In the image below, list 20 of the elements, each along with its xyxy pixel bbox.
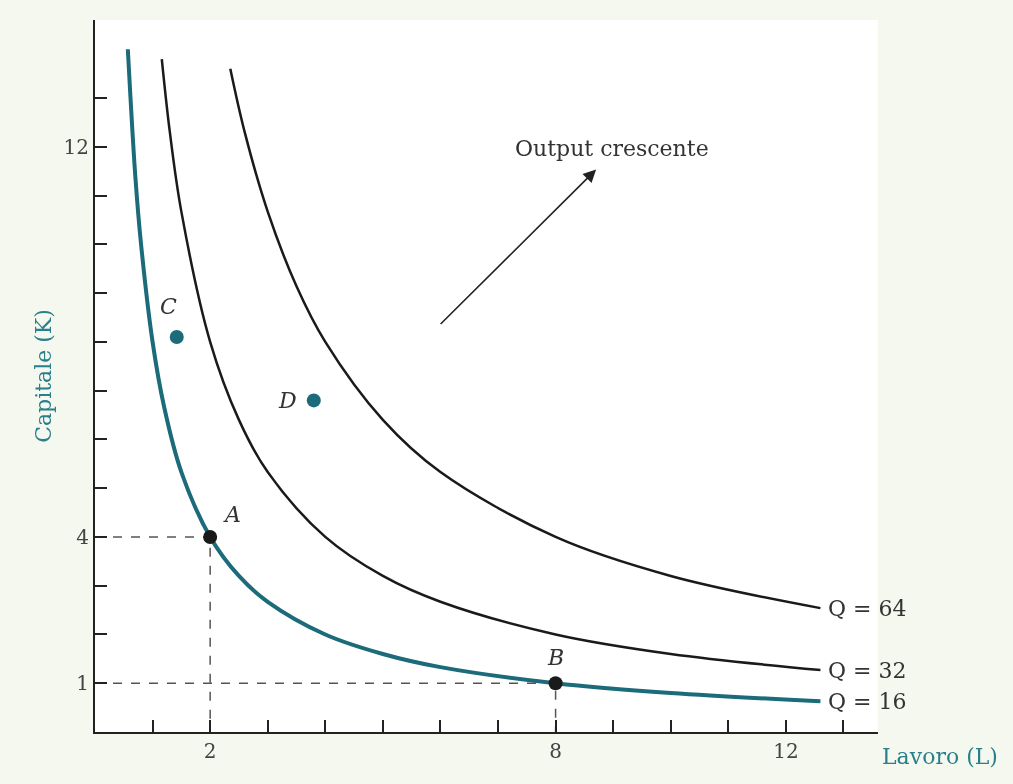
- annotation: D: [278, 388, 297, 413]
- series-label: Q = 16: [828, 689, 907, 714]
- annotation: C: [160, 294, 177, 319]
- x-tick-label: 8: [549, 739, 562, 763]
- point: [203, 529, 218, 544]
- x-tick-label: 2: [203, 739, 217, 763]
- point: [306, 393, 321, 408]
- x-tick-label: 12: [773, 739, 799, 763]
- annotation: A: [223, 502, 241, 527]
- annotation: Output crescente: [515, 136, 709, 161]
- annotation: B: [547, 645, 565, 670]
- series-label: Q = 32: [828, 658, 907, 683]
- y-tick-label: 1: [76, 671, 89, 696]
- series-label: Q = 64: [828, 596, 907, 621]
- point: [548, 676, 563, 691]
- x-axis-title: Lavoro (L): [882, 744, 998, 769]
- y-tick-label: 4: [76, 524, 89, 549]
- y-axis-title: Capitale (K): [30, 309, 56, 443]
- y-tick-label: 12: [63, 134, 89, 159]
- point: [169, 329, 184, 344]
